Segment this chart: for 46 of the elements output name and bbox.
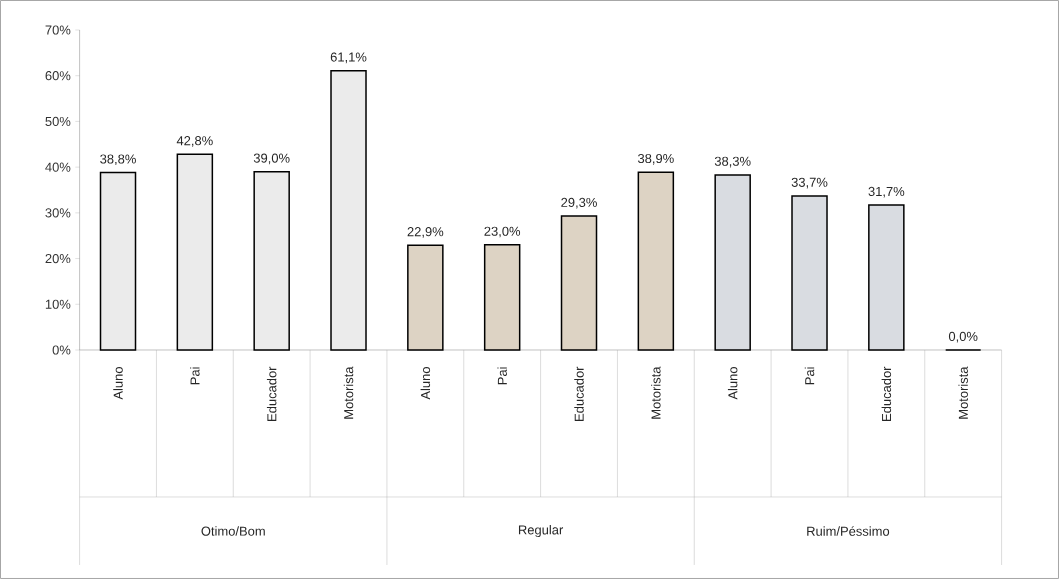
- x-tick-label: Pai: [190, 367, 200, 385]
- data-label: 23,0%: [484, 226, 521, 238]
- bar: [791, 195, 828, 351]
- x-tick-label: Motorista: [651, 366, 661, 419]
- y-tick-label: 0%: [52, 345, 71, 355]
- bar: [637, 171, 675, 351]
- x-tick-label: Aluno: [113, 367, 123, 400]
- data-label: 38,8%: [100, 154, 136, 166]
- bar: [483, 244, 521, 351]
- bar: [330, 69, 367, 351]
- y-tick-label: 10%: [45, 299, 71, 309]
- bar: [253, 170, 290, 351]
- y-tick-label: 60%: [45, 71, 71, 81]
- x-tick-label: Aluno: [420, 367, 431, 400]
- text: Regular: [518, 524, 564, 538]
- bar: [99, 171, 137, 351]
- x-tick-label: Motorista: [343, 366, 354, 419]
- y-tick-label: 30%: [45, 208, 71, 218]
- y-tick-label: 40%: [45, 162, 71, 172]
- data-label: 29,3%: [561, 197, 597, 209]
- data-label: 0,0%: [948, 331, 978, 343]
- bar: [407, 244, 444, 351]
- y-tick-label: 70%: [45, 25, 71, 35]
- x-tick-label: Pai: [497, 367, 507, 385]
- data-label: 33,7%: [791, 177, 828, 189]
- x-tick-label: Pai: [804, 367, 815, 385]
- text: Otimo/Bom: [201, 526, 265, 536]
- bar: [868, 204, 905, 351]
- data-label: 61,1%: [330, 52, 367, 64]
- text: Ruim/Péssimo: [807, 526, 890, 536]
- data-label: 42,8%: [176, 136, 213, 147]
- x-tick-label: Educador: [574, 366, 584, 421]
- bar: [176, 153, 214, 351]
- x-tick-label: Aluno: [727, 367, 738, 400]
- data-label: 38,9%: [637, 153, 674, 165]
- bar: [560, 215, 598, 351]
- data-label: 38,3%: [714, 156, 751, 168]
- x-tick-label: Educador: [266, 366, 277, 421]
- data-label: 22,9%: [407, 227, 444, 238]
- y-tick-label: 50%: [45, 116, 71, 126]
- data-label: 39,0%: [253, 153, 290, 165]
- bar: [714, 174, 751, 351]
- y-tick-label: 20%: [45, 253, 71, 264]
- data-label: 31,7%: [868, 186, 905, 198]
- x-tick-label: Educador: [881, 366, 892, 421]
- x-tick-label: Motorista: [958, 366, 968, 419]
